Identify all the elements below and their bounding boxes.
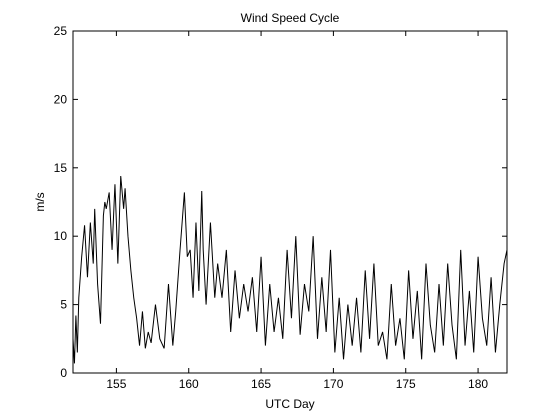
y-axis-label: m/s <box>33 192 47 211</box>
x-tick-label: 165 <box>251 377 271 391</box>
x-tick-label: 170 <box>323 377 343 391</box>
x-axis-label: UTC Day <box>265 397 314 411</box>
x-tick-label: 155 <box>106 377 126 391</box>
x-tick-label: 160 <box>179 377 199 391</box>
tick-labels-group: 155 160 165 170 175 180 0 5 10 15 20 25 <box>54 24 489 391</box>
y-tick-label: 0 <box>60 366 67 380</box>
series-line <box>72 175 508 364</box>
chart-title: Wind Speed Cycle <box>241 11 340 25</box>
x-tick-label: 180 <box>468 377 488 391</box>
plot-background <box>72 30 508 374</box>
x-tick-label: 175 <box>396 377 416 391</box>
ticks-group <box>73 30 507 374</box>
y-tick-label: 20 <box>54 92 68 106</box>
y-tick-label: 15 <box>54 161 68 175</box>
y-tick-label: 25 <box>54 24 68 38</box>
y-tick-label: 5 <box>60 298 67 312</box>
y-tick-label: 10 <box>54 229 68 243</box>
